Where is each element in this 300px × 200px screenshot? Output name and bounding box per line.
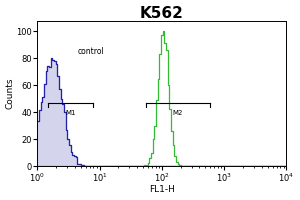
- Title: K562: K562: [140, 6, 184, 21]
- X-axis label: FL1-H: FL1-H: [149, 185, 175, 194]
- Y-axis label: Counts: Counts: [6, 78, 15, 109]
- Text: M2: M2: [173, 110, 183, 116]
- Text: M1: M1: [66, 110, 76, 116]
- Text: control: control: [78, 47, 104, 56]
